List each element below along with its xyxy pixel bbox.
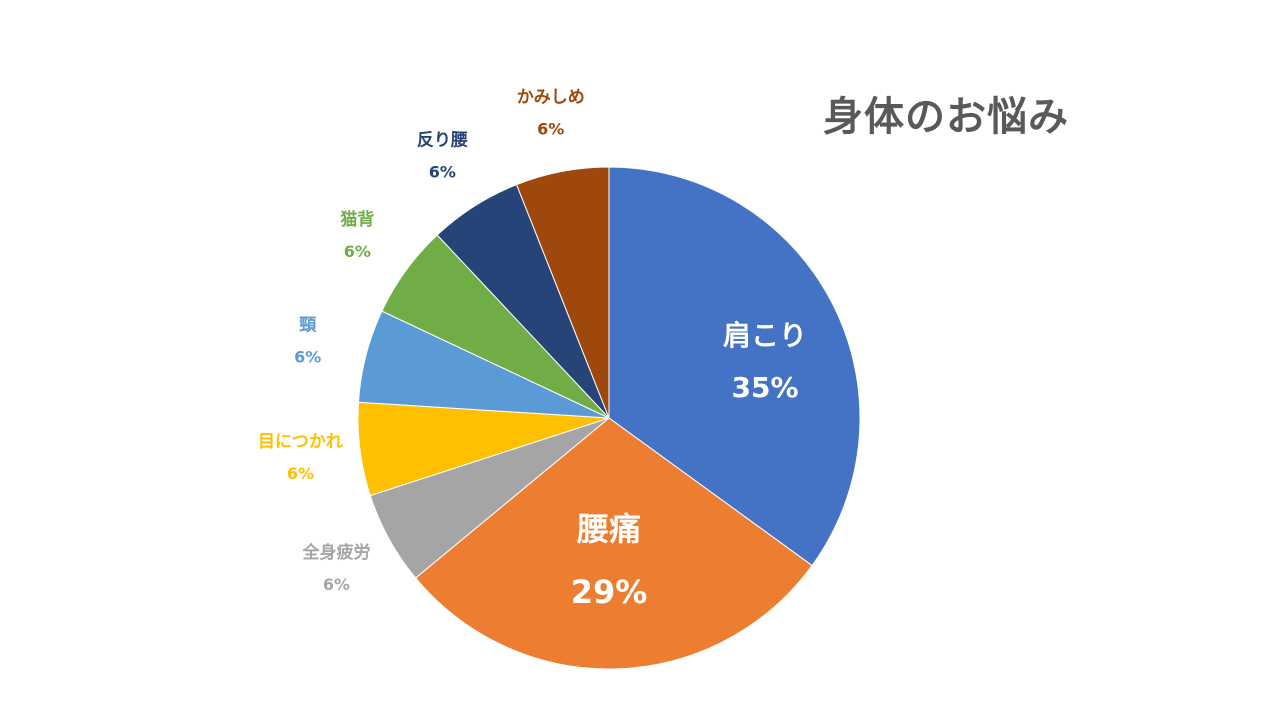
slice-label-7: かみしめ	[517, 88, 585, 108]
slice-label-1: 腰痛	[577, 510, 641, 548]
pie-slice-0	[608, 166, 861, 567]
slice-label-0: 肩こり	[723, 319, 807, 352]
slice-label-5: 猫背	[340, 209, 374, 230]
slice-label-2: 全身疲労	[301, 542, 370, 563]
slice-value-label-1: 29%	[571, 573, 648, 611]
slice-value-label-5: 6%	[344, 242, 371, 261]
slice-value-label-7: 6%	[537, 120, 564, 139]
slice-value-label-3: 6%	[287, 464, 314, 483]
slice-label-4: 頸	[299, 316, 317, 336]
chart-title: 身体のお悩み	[823, 94, 1069, 140]
slice-label-3: 目につかれ	[258, 432, 343, 452]
pie-slice-1	[414, 417, 813, 670]
pie-slice-7	[515, 166, 610, 419]
slice-label-6: 反り腰	[417, 130, 468, 150]
slice-value-label-4: 6%	[294, 348, 321, 367]
slice-value-label-0: 35%	[731, 371, 798, 404]
slice-value-label-6: 6%	[429, 162, 456, 181]
slice-value-label-2: 6%	[323, 575, 350, 594]
